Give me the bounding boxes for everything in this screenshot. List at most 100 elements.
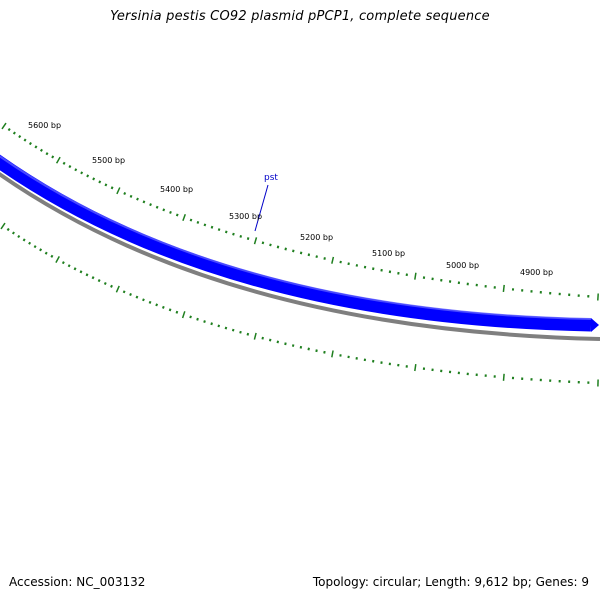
ruler-minor-tick: [62, 161, 66, 165]
gene-label-pst[interactable]: pst: [264, 173, 278, 183]
ruler-minor-tick: [45, 152, 49, 156]
map-title: Yersinia pestis CO92 plasmid pPCP1, comp…: [110, 9, 490, 24]
ruler-minor-tick: [67, 264, 71, 268]
ruler-minor-tick: [239, 235, 243, 238]
ruler-minor-tick: [148, 300, 152, 304]
ruler-minor-tick: [110, 284, 113, 288]
ruler-minor-tick: [210, 225, 214, 229]
ruler-major-tick: [253, 332, 257, 340]
ruler-minor-tick: [388, 270, 392, 274]
ruler-minor-tick: [269, 243, 272, 247]
ruler-major-tick: [182, 214, 187, 222]
ruler-minor-tick: [299, 251, 303, 255]
ruler-minor-tick: [307, 253, 311, 257]
ruler-minor-tick: [246, 237, 250, 240]
ruler-minor-tick: [18, 135, 22, 139]
gene-feature-pst[interactable]: [0, 154, 592, 332]
ruler-minor-tick: [315, 349, 318, 353]
ruler-minor-tick: [268, 338, 272, 342]
ruler-label: 5200 bp: [300, 233, 333, 242]
ruler-major-tick: [331, 256, 335, 264]
ruler-minor-tick: [307, 347, 310, 351]
ruler-minor-tick: [299, 345, 303, 349]
ruler-minor-tick: [103, 281, 107, 286]
ruler-minor-tick: [155, 303, 159, 307]
ruler-minor-tick: [284, 247, 287, 251]
ruler-minor-tick: [79, 270, 83, 274]
ruler-major-tick: [55, 256, 60, 263]
ruler-minor-tick: [61, 261, 65, 265]
ruler-minor-tick: [276, 340, 280, 344]
ruler-minor-tick: [203, 223, 207, 227]
ruler-minor-tick: [168, 308, 172, 312]
ruler-minor-tick: [155, 205, 159, 209]
sequence-backbone: [0, 172, 600, 341]
ruler-minor-tick: [276, 245, 280, 249]
ruler-minor-tick: [129, 293, 132, 296]
ruler-minor-tick: [363, 265, 367, 269]
inner-ruler: [0, 222, 599, 387]
ruler-major-tick: [55, 156, 61, 164]
ruler-major-tick: [331, 350, 334, 358]
ruler-minor-tick: [28, 141, 32, 146]
ruler-minor-tick: [239, 330, 242, 334]
ruler-minor-tick: [80, 171, 84, 175]
ruler-major-tick: [115, 285, 120, 293]
ruler-label: 5300 bp: [229, 212, 262, 221]
ruler-minor-tick: [50, 254, 54, 258]
ruler-minor-tick: [11, 231, 15, 235]
ruler-major-tick: [414, 363, 417, 372]
ruler-label: 5600 bp: [28, 121, 61, 130]
ruler-minor-tick: [34, 145, 38, 149]
ruler-minor-tick: [196, 220, 200, 224]
ruler-minor-tick: [175, 310, 179, 314]
ruler-minor-tick: [68, 165, 72, 169]
ruler-minor-tick: [189, 315, 192, 319]
ruler-minor-tick: [44, 251, 48, 255]
ruler-minor-tick: [12, 131, 16, 135]
accession-label: Accession: NC_003132: [9, 575, 146, 589]
ruler-minor-tick: [231, 328, 235, 332]
ruler-label: 5000 bp: [446, 261, 479, 270]
ruler-minor-tick: [92, 177, 96, 181]
ruler-minor-tick: [210, 322, 213, 326]
ruler-minor-tick: [74, 168, 78, 172]
ruler-minor-tick: [136, 197, 139, 201]
ruler-minor-tick: [39, 148, 43, 152]
ruler-minor-tick: [135, 295, 139, 299]
ruler-minor-tick: [104, 183, 108, 187]
ruler-major-tick: [1, 122, 7, 130]
ruler-minor-tick: [339, 260, 342, 264]
ruler-minor-tick: [224, 230, 228, 234]
ruler-minor-tick: [142, 200, 146, 204]
ruler-major-tick: [502, 284, 505, 292]
ruler-minor-tick: [232, 232, 235, 236]
ruler-minor-tick: [347, 262, 350, 266]
ruler-minor-tick: [97, 279, 101, 283]
ruler-minor-tick: [39, 248, 43, 252]
ruler-minor-tick: [372, 267, 375, 271]
ruler-minor-tick: [161, 305, 165, 309]
ruler-label: 4900 bp: [520, 268, 553, 277]
ruler-minor-tick: [7, 128, 11, 132]
ruler-minor-tick: [323, 257, 326, 260]
ruler-minor-tick: [189, 218, 193, 222]
ruler-minor-tick: [315, 255, 318, 259]
gene-feature-highlight: [0, 155, 592, 320]
ruler-major-tick: [414, 272, 417, 280]
ruler-minor-tick: [51, 155, 55, 159]
ruler-label: 5100 bp: [372, 249, 405, 258]
outer-ruler: [1, 122, 599, 301]
ruler-minor-tick: [142, 298, 145, 302]
ruler-minor-tick: [149, 203, 152, 207]
ruler-minor-tick: [129, 194, 133, 198]
ruler-minor-tick: [17, 234, 21, 239]
ruler-labels: 5600 bp 5500 bp 5400 bp 5300 bp 5200 bp …: [28, 121, 553, 277]
ruler-minor-tick: [162, 208, 166, 212]
ruler-label: 5500 bp: [92, 156, 125, 165]
ruler-minor-tick: [110, 186, 114, 190]
ruler-minor-tick: [355, 264, 359, 267]
ruler-minor-tick: [217, 324, 221, 328]
ruler-minor-tick: [246, 332, 250, 336]
